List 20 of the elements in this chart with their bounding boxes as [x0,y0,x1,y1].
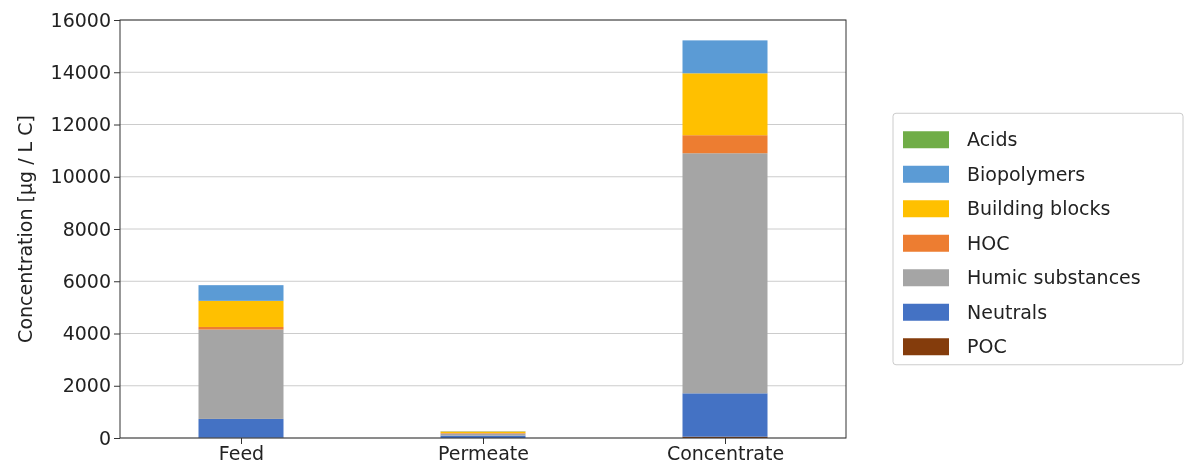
legend-label: Neutrals [967,300,1048,323]
x-tick-label: Feed [218,442,265,465]
y-tick-label: 14000 [50,60,111,83]
y-tick-label: 16000 [50,8,111,31]
y-tick-label: 2000 [62,374,111,397]
legend-label: Building blocks [967,197,1111,220]
legend-label: Acids [967,128,1018,151]
y-tick-label: 10000 [50,165,111,188]
y-tick-label: 12000 [50,113,111,136]
x-tick-label: Concentrate [666,442,785,465]
x-tick-label: Permeate [438,442,529,465]
y-tick-label: 6000 [62,269,111,292]
legend-label: HOC [967,231,1010,254]
y-tick-label: 4000 [62,322,111,345]
legend-label: Humic substances [967,266,1141,289]
y-tick-label: 0 [98,426,111,449]
legend-label: POC [967,335,1007,358]
y-tick-label: 8000 [62,217,111,240]
legend-label: Biopolymers [967,162,1086,185]
y-axis-title: Concentration [μg / L C] [14,115,36,343]
